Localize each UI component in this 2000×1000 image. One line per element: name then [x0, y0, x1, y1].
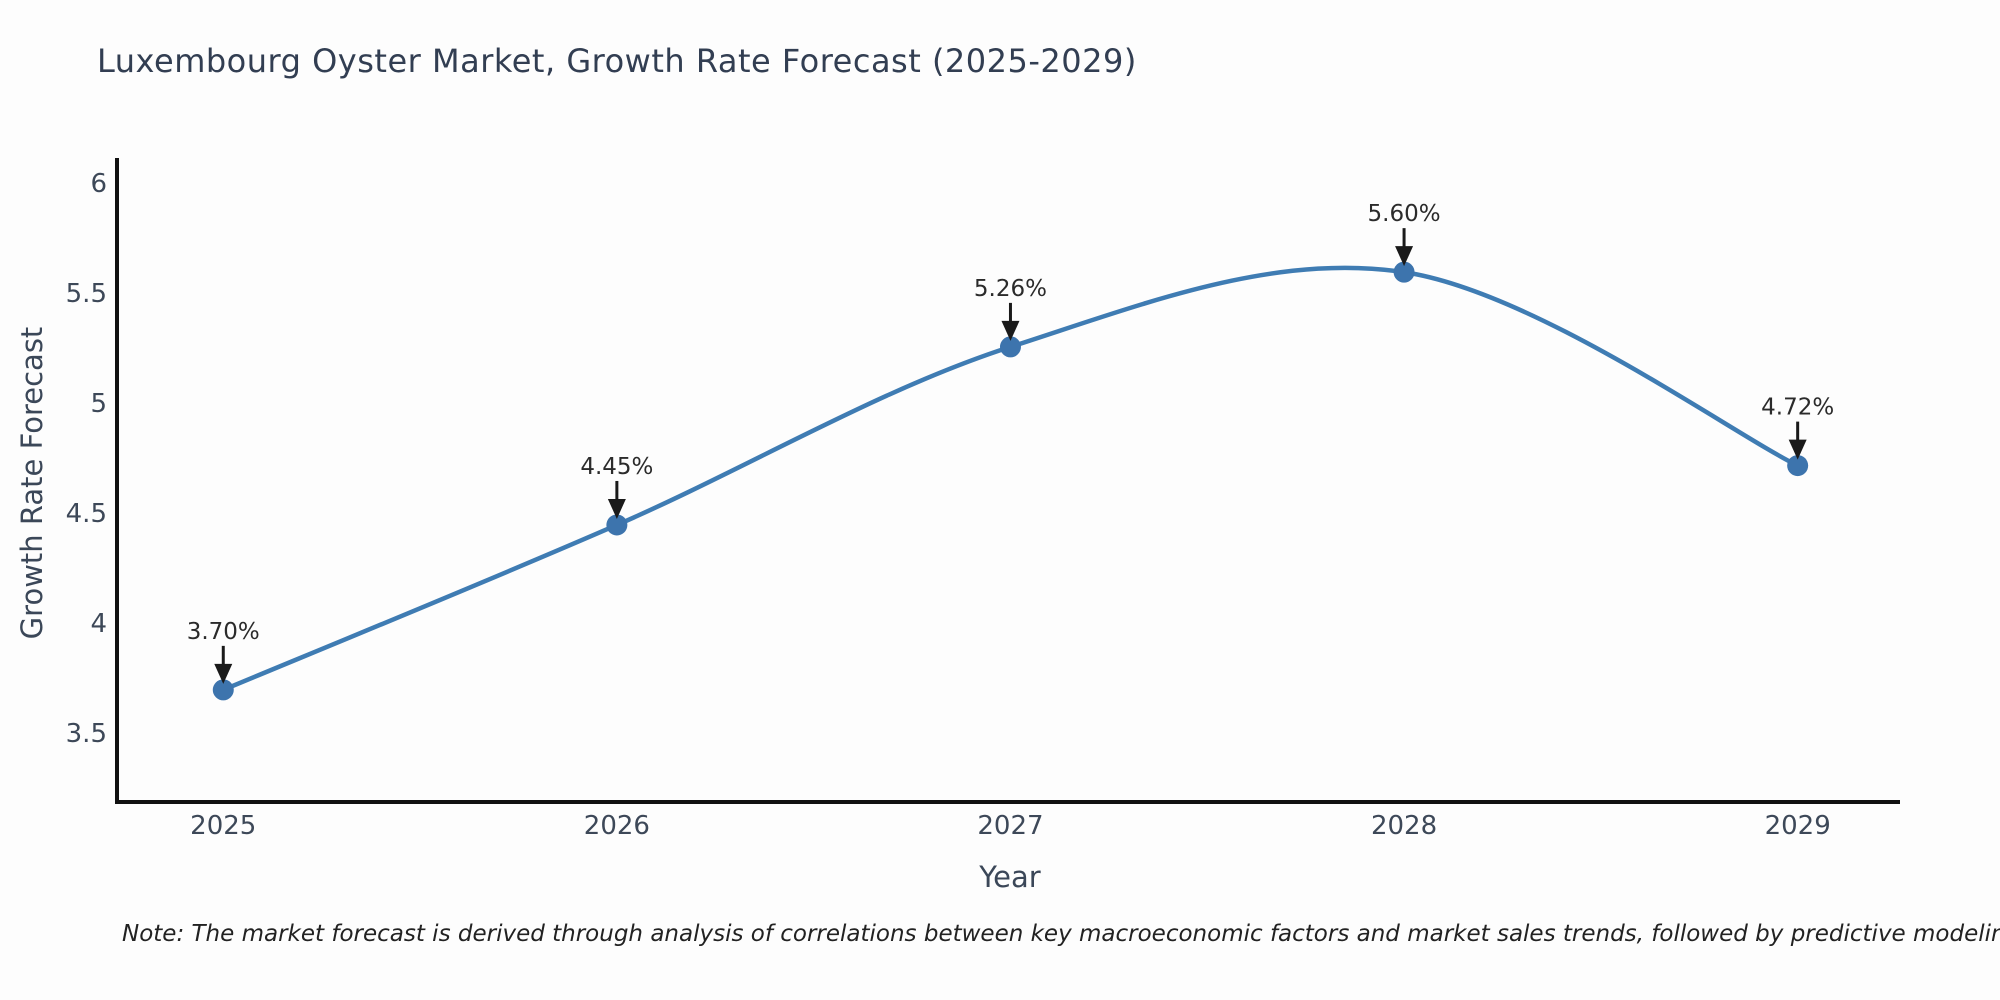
x-axis-label: Year	[979, 860, 1041, 894]
annotation-arrowhead-icon	[1395, 246, 1414, 267]
x-tick-label: 2029	[1765, 811, 1831, 841]
annotation-arrowhead-icon	[607, 498, 626, 519]
annotation-arrowhead-icon	[214, 663, 233, 684]
data-point-marker	[212, 679, 234, 701]
y-tick-label: 3.5	[66, 719, 107, 749]
y-tick-label: 4.5	[66, 499, 107, 529]
x-tick-label: 2026	[584, 811, 650, 841]
y-tick-label: 6	[90, 169, 107, 199]
annotation-arrowhead-icon	[1788, 439, 1807, 460]
data-point-marker	[606, 514, 628, 536]
point-annotation: 4.45%	[580, 454, 653, 480]
x-tick-label: 2027	[977, 811, 1043, 841]
point-annotation: 5.26%	[974, 276, 1047, 302]
x-tick-label: 2025	[190, 811, 256, 841]
point-annotation: 4.72%	[1761, 395, 1834, 421]
point-annotation: 3.70%	[187, 619, 260, 645]
data-point-marker	[1787, 455, 1809, 477]
y-axis-label: Growth Rate Forecast	[15, 326, 49, 640]
y-tick-label: 5.5	[66, 279, 107, 309]
y-tick-label: 5	[90, 389, 107, 419]
y-tick-label: 4	[90, 609, 107, 639]
data-point-marker	[999, 336, 1021, 358]
footnote: Note: The market forecast is derived thr…	[122, 921, 2000, 947]
x-tick-label: 2028	[1371, 811, 1437, 841]
point-annotation: 5.60%	[1368, 201, 1441, 227]
data-point-marker	[1393, 261, 1415, 283]
annotation-arrowhead-icon	[1001, 320, 1020, 341]
chart-title: Luxembourg Oyster Market, Growth Rate Fo…	[97, 42, 1137, 80]
